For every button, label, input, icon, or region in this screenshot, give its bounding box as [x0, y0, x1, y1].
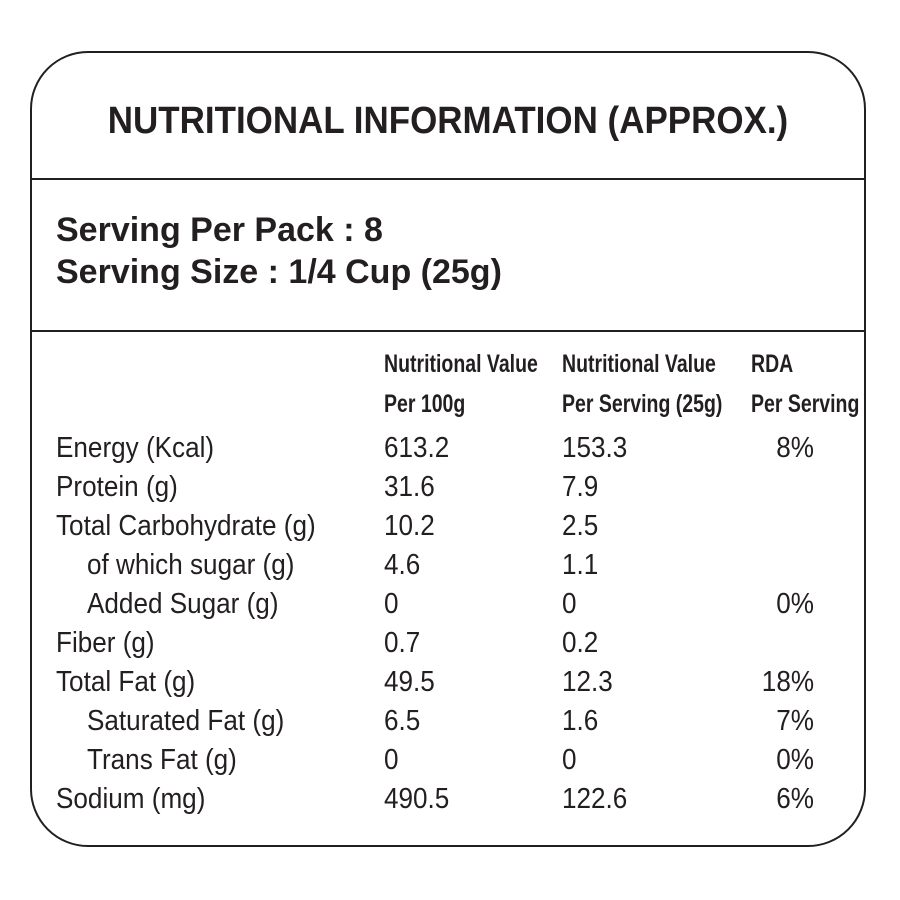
- table-row: Energy (Kcal) 613.2 153.3 8%: [32, 429, 864, 468]
- nutrient-name: Protein (g): [56, 471, 178, 503]
- rda-per-serving: 7%: [776, 705, 814, 737]
- value-per-serving: 1.1: [562, 549, 599, 581]
- value-per-100g: 6.5: [384, 705, 421, 737]
- rda-per-serving: 0%: [776, 588, 814, 620]
- table-row: Added Sugar (g) 0 0 0%: [32, 585, 864, 624]
- table-row: Trans Fat (g) 0 0 0%: [32, 741, 864, 780]
- nutrient-name: Total Carbohydrate (g): [56, 510, 316, 542]
- column-header-rda: RDA Per Serving: [751, 344, 859, 424]
- rda-per-serving: 18%: [761, 666, 814, 698]
- rda-per-serving: 6%: [776, 783, 814, 815]
- value-per-100g: 0: [384, 744, 399, 776]
- value-per-serving: 12.3: [562, 666, 613, 698]
- nutrient-name: Fiber (g): [56, 627, 155, 659]
- value-per-serving: 0.2: [562, 627, 599, 659]
- column-header-per-100g-line2: Per 100g: [384, 390, 466, 418]
- value-per-100g: 4.6: [384, 549, 421, 581]
- title-divider: [32, 178, 864, 180]
- value-per-100g: 49.5: [384, 666, 435, 698]
- table-row: of which sugar (g) 4.6 1.1: [32, 546, 864, 585]
- column-header-rda-line1: RDA: [751, 350, 794, 378]
- value-per-100g: 0: [384, 588, 399, 620]
- column-header-per-100g: Nutritional Value Per 100g: [384, 344, 538, 424]
- nutrient-name: Trans Fat (g): [87, 744, 237, 776]
- column-header-per-serving-line1: Nutritional Value: [562, 350, 716, 378]
- nutrient-name: of which sugar (g): [87, 549, 295, 581]
- table-row: Total Carbohydrate (g) 10.2 2.5: [32, 507, 864, 546]
- nutrient-name: Total Fat (g): [56, 666, 196, 698]
- rda-per-serving: 8%: [776, 432, 814, 464]
- panel-title: NUTRITIONAL INFORMATION (APPROX.): [107, 100, 789, 142]
- nutrient-name: Energy (Kcal): [56, 432, 215, 464]
- value-per-serving: 1.6: [562, 705, 599, 737]
- value-per-serving: 0: [562, 744, 577, 776]
- table-row: Sodium (mg) 490.5 122.6 6%: [32, 780, 864, 819]
- table-row: Fiber (g) 0.7 0.2: [32, 624, 864, 663]
- nutrition-panel: NUTRITIONAL INFORMATION (APPROX.) Servin…: [30, 51, 866, 847]
- column-header-per-100g-line1: Nutritional Value: [384, 350, 538, 378]
- table-row: Total Fat (g) 49.5 12.3 18%: [32, 663, 864, 702]
- table-row: Saturated Fat (g) 6.5 1.6 7%: [32, 702, 864, 741]
- value-per-serving: 122.6: [562, 783, 628, 815]
- nutrient-name: Saturated Fat (g): [87, 705, 285, 737]
- value-per-100g: 490.5: [384, 783, 450, 815]
- value-per-serving: 2.5: [562, 510, 599, 542]
- value-per-serving: 7.9: [562, 471, 599, 503]
- value-per-100g: 613.2: [384, 432, 450, 464]
- column-header-per-serving: Nutritional Value Per Serving (25g): [562, 344, 722, 424]
- column-header-rda-line2: Per Serving: [751, 390, 860, 418]
- serving-size: Serving Size : 1/4 Cup (25g): [56, 253, 502, 291]
- value-per-serving: 153.3: [562, 432, 628, 464]
- servings-per-pack: Serving Per Pack : 8: [56, 211, 383, 249]
- nutrient-name: Sodium (mg): [56, 783, 206, 815]
- table-row: Protein (g) 31.6 7.9: [32, 468, 864, 507]
- nutrient-name: Added Sugar (g): [87, 588, 279, 620]
- value-per-serving: 0: [562, 588, 577, 620]
- serving-divider: [32, 330, 864, 332]
- value-per-100g: 31.6: [384, 471, 435, 503]
- rda-per-serving: 0%: [776, 744, 814, 776]
- column-header-per-serving-line2: Per Serving (25g): [562, 390, 723, 418]
- value-per-100g: 0.7: [384, 627, 421, 659]
- value-per-100g: 10.2: [384, 510, 435, 542]
